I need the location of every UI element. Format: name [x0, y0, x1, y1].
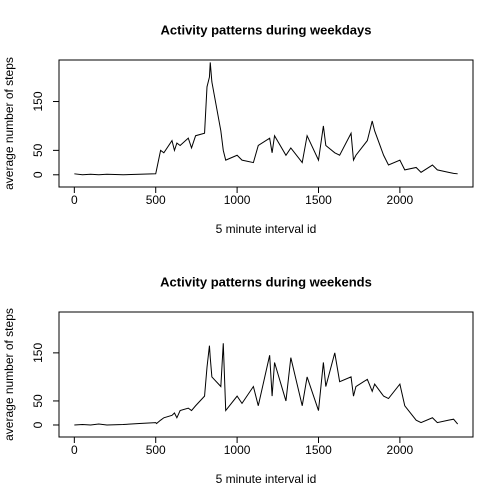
plot-box: [58, 311, 474, 438]
x-axis-label: 5 minute interval id: [216, 472, 317, 486]
y-axis-label: average number of steps: [2, 308, 16, 441]
x-tick-label: 500: [146, 193, 166, 207]
y-tick-label: 0: [31, 421, 45, 428]
x-tick-label: 2000: [387, 443, 414, 457]
x-tick-label: 500: [146, 443, 166, 457]
x-tick-label: 1500: [305, 443, 332, 457]
x-tick-label: 0: [71, 443, 78, 457]
x-tick-label: 1500: [305, 193, 332, 207]
data-line: [74, 343, 459, 426]
chart-title: Activity patterns during weekdays: [161, 22, 372, 37]
x-tick-label: 1000: [224, 443, 251, 457]
x-axis-label: 5 minute interval id: [216, 222, 317, 236]
plot-box: [58, 59, 474, 188]
y-axis-label: average number of steps: [2, 57, 16, 190]
data-line: [74, 62, 458, 176]
chart-title: Activity patterns during weekends: [160, 274, 372, 289]
y-tick-label: 0: [31, 171, 45, 178]
y-tick-label: 50: [31, 143, 45, 157]
y-tick-label: 50: [31, 394, 45, 408]
y-tick-label: 150: [31, 91, 45, 111]
x-tick-label: 0: [71, 193, 78, 207]
y-tick-label: 150: [31, 343, 45, 363]
x-tick-label: 1000: [224, 193, 251, 207]
x-tick-label: 2000: [387, 193, 414, 207]
